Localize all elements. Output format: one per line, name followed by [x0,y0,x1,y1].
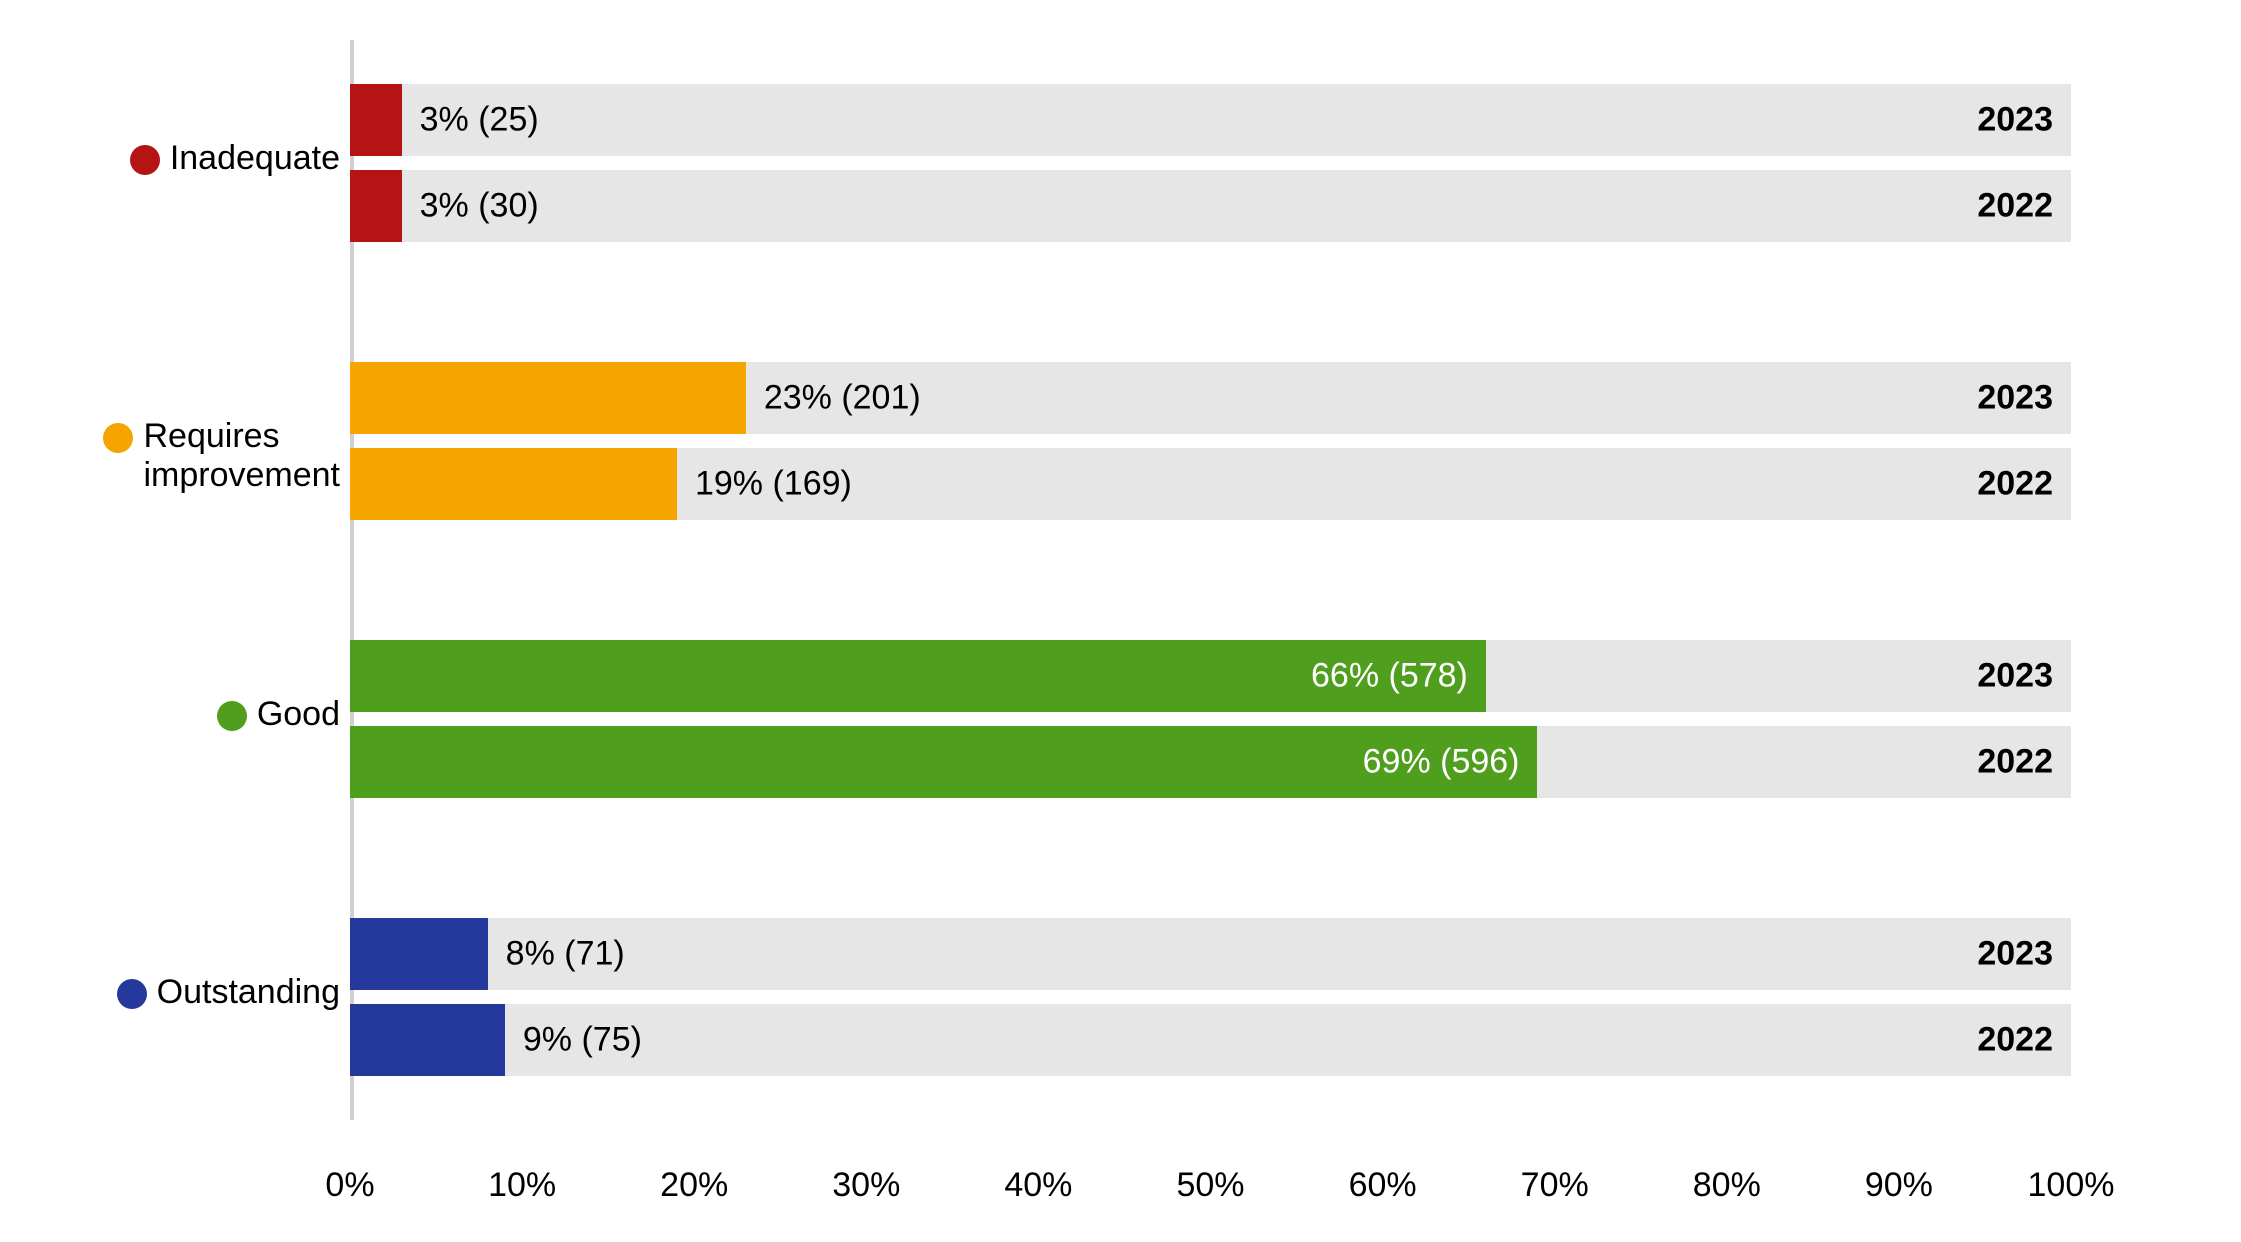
bar-value-label: 9% (75) [505,1021,642,1060]
legend-item-outstanding: Outstanding [117,973,340,1012]
x-tick-label: 80% [1693,1166,1761,1205]
bar-row: 19% (169) 2022 [350,448,2071,520]
x-tick-label: 30% [832,1166,900,1205]
bar-row: 3% (30) 2022 [350,170,2071,242]
bar-track [350,170,2071,242]
x-tick-label: 40% [1004,1166,1072,1205]
bar-value-label: 66% (578) [1311,657,1486,696]
x-tick-label: 20% [660,1166,728,1205]
chart-container: Inadequate Requires improvement Good Outsta… [0,0,2241,1242]
plot-column: 3% (25) 2023 3% (30) 2022 23% (201) 2023 19% (… [350,40,2181,1120]
year-label: 2023 [1977,935,2053,974]
legend-item-requires_improvement: Requires improvement [103,417,340,495]
legend-dot-icon [117,979,147,1009]
bar-value-label: 23% (201) [746,379,921,418]
chart-body: Inadequate Requires improvement Good Outsta… [60,40,2181,1120]
plot-area: 3% (25) 2023 3% (30) 2022 23% (201) 2023 19% (… [350,40,2071,1120]
year-label: 2022 [1977,743,2053,782]
bar-value-label: 3% (30) [402,187,539,226]
year-label: 2023 [1977,657,2053,696]
legend-dot-icon [130,145,160,175]
bar-row: 8% (71) 2023 [350,918,2071,990]
x-tick-label: 70% [1521,1166,1589,1205]
legend-label: Inadequate [170,139,340,178]
legend-label: Outstanding [157,973,340,1012]
x-tick-label: 90% [1865,1166,1933,1205]
x-tick-label: 100% [2028,1166,2115,1205]
x-tick-label: 10% [488,1166,556,1205]
x-tick-label: 50% [1176,1166,1244,1205]
bar [350,1004,505,1076]
bar-row: 69% (596) 2022 [350,726,2071,798]
bar-row: 9% (75) 2022 [350,1004,2071,1076]
bar-row: 66% (578) 2023 [350,640,2071,712]
year-label: 2022 [1977,465,2053,504]
bar-row: 23% (201) 2023 [350,362,2071,434]
bar-track [350,84,2071,156]
legend-dot-icon [217,701,247,731]
x-tick-label: 0% [325,1166,374,1205]
bar [350,84,402,156]
legend-dot-icon [103,423,133,453]
bar [350,448,677,520]
year-label: 2023 [1977,379,2053,418]
bar-value-label: 69% (596) [1363,743,1538,782]
bar-value-label: 19% (169) [677,465,852,504]
bar [350,918,488,990]
bar [350,726,1537,798]
legend-item-inadequate: Inadequate [130,139,340,178]
bar-row: 3% (25) 2023 [350,84,2071,156]
legend-label: Good [257,695,340,734]
x-tick-label: 60% [1349,1166,1417,1205]
bar-value-label: 3% (25) [402,101,539,140]
legend-item-good: Good [217,695,340,734]
year-label: 2023 [1977,101,2053,140]
year-label: 2022 [1977,1021,2053,1060]
year-label: 2022 [1977,187,2053,226]
bar [350,170,402,242]
bar-value-label: 8% (71) [488,935,625,974]
bar [350,362,746,434]
legend-label: Requires improvement [143,417,340,495]
legend-column: Inadequate Requires improvement Good Outsta… [60,40,350,1120]
x-axis: 0%10%20%30%40%50%60%70%80%90%100% [350,1166,2071,1212]
